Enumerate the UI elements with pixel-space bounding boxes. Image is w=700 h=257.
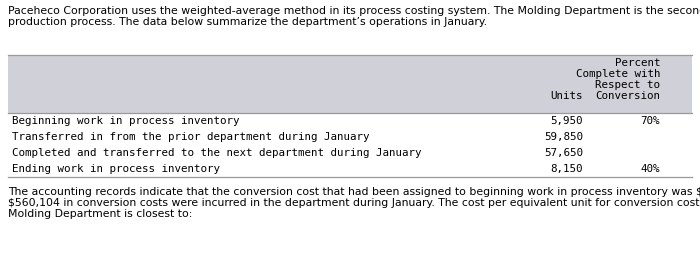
Text: Percent: Percent xyxy=(615,58,660,68)
Text: 40%: 40% xyxy=(640,164,660,174)
Text: Complete with: Complete with xyxy=(575,69,660,79)
Text: 70%: 70% xyxy=(640,116,660,126)
Text: $560,104 in conversion costs were incurred in the department during January. The: $560,104 in conversion costs were incurr… xyxy=(8,198,700,208)
Text: production process. The data below summarize the department’s operations in Janu: production process. The data below summa… xyxy=(8,17,487,27)
Text: Paceheco Corporation uses the weighted-average method in its process costing sys: Paceheco Corporation uses the weighted-a… xyxy=(8,6,700,16)
Text: Conversion: Conversion xyxy=(595,91,660,101)
Text: 57,650: 57,650 xyxy=(544,148,583,158)
Text: Respect to: Respect to xyxy=(595,80,660,90)
Text: Beginning work in process inventory: Beginning work in process inventory xyxy=(12,116,239,126)
Text: Units: Units xyxy=(550,91,583,101)
Text: 59,850: 59,850 xyxy=(544,132,583,142)
Text: Completed and transferred to the next department during January: Completed and transferred to the next de… xyxy=(12,148,421,158)
Text: 5,950: 5,950 xyxy=(550,116,583,126)
Text: Transferred in from the prior department during January: Transferred in from the prior department… xyxy=(12,132,370,142)
Text: 8,150: 8,150 xyxy=(550,164,583,174)
Text: Ending work in process inventory: Ending work in process inventory xyxy=(12,164,220,174)
Text: Molding Department is closest to:: Molding Department is closest to: xyxy=(8,209,192,219)
Text: The accounting records indicate that the conversion cost that had been assigned : The accounting records indicate that the… xyxy=(8,187,700,197)
Bar xyxy=(8,55,692,113)
